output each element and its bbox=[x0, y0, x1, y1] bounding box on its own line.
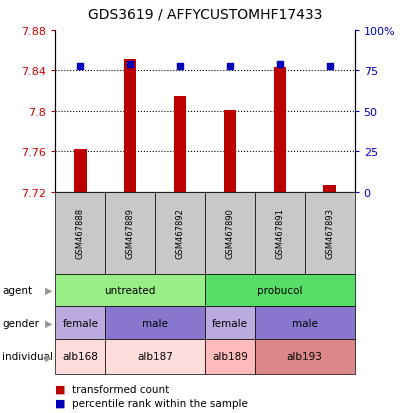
Text: ▶: ▶ bbox=[45, 285, 52, 296]
Text: probucol: probucol bbox=[256, 285, 302, 296]
Text: gender: gender bbox=[2, 318, 39, 328]
Text: alb168: alb168 bbox=[62, 351, 98, 362]
Text: alb193: alb193 bbox=[286, 351, 322, 362]
Text: ▶: ▶ bbox=[45, 318, 52, 328]
Text: GSM467890: GSM467890 bbox=[225, 208, 234, 259]
Text: male: male bbox=[291, 318, 317, 328]
Text: female: female bbox=[62, 318, 98, 328]
Text: individual: individual bbox=[2, 351, 53, 362]
Text: GSM467892: GSM467892 bbox=[175, 208, 184, 259]
Point bbox=[77, 63, 83, 70]
Text: male: male bbox=[142, 318, 168, 328]
Text: ▶: ▶ bbox=[45, 351, 52, 362]
Text: GSM467889: GSM467889 bbox=[126, 208, 134, 259]
Text: female: female bbox=[211, 318, 247, 328]
Bar bbox=[223, 111, 236, 192]
Text: GDS3619 / AFFYCUSTOMHF17433: GDS3619 / AFFYCUSTOMHF17433 bbox=[88, 7, 321, 21]
Text: GSM467891: GSM467891 bbox=[275, 208, 283, 259]
Text: transformed count: transformed count bbox=[72, 384, 169, 394]
Text: alb189: alb189 bbox=[211, 351, 247, 362]
Point bbox=[226, 63, 233, 70]
Point bbox=[176, 63, 183, 70]
Text: GSM467888: GSM467888 bbox=[76, 208, 85, 259]
Text: percentile rank within the sample: percentile rank within the sample bbox=[72, 398, 247, 408]
Bar bbox=[74, 150, 86, 192]
Point bbox=[127, 62, 133, 68]
Text: agent: agent bbox=[2, 285, 32, 296]
Point bbox=[276, 62, 282, 68]
Bar bbox=[273, 68, 285, 192]
Text: untreated: untreated bbox=[104, 285, 155, 296]
Text: GSM467893: GSM467893 bbox=[324, 208, 333, 259]
Point bbox=[326, 63, 332, 70]
Text: ■: ■ bbox=[55, 384, 66, 394]
Text: alb187: alb187 bbox=[137, 351, 173, 362]
Bar bbox=[124, 60, 136, 192]
Bar bbox=[323, 186, 335, 192]
Bar bbox=[173, 96, 186, 192]
Text: ■: ■ bbox=[55, 398, 66, 408]
